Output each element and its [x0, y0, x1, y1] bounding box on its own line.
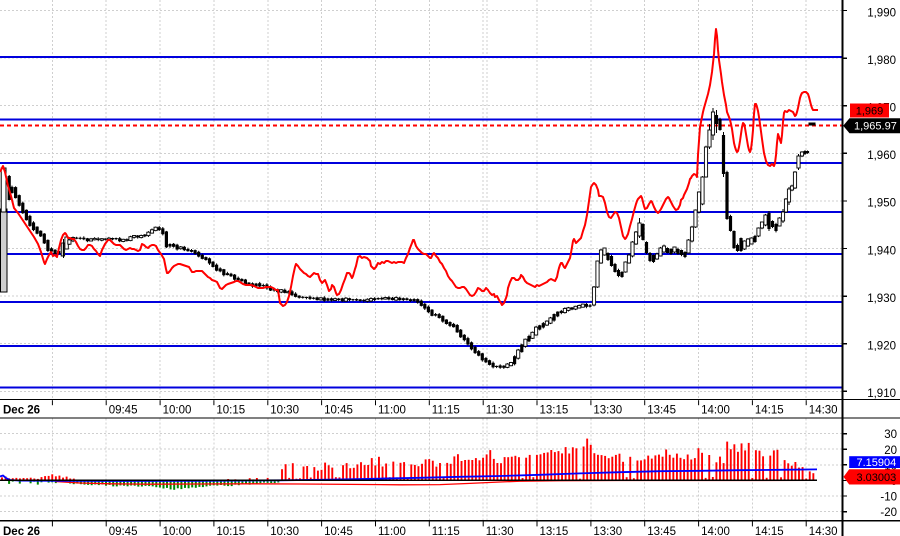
svg-text:10:45: 10:45	[324, 405, 353, 417]
svg-text:10:30: 10:30	[270, 405, 299, 417]
svg-text:11:30: 11:30	[486, 526, 514, 536]
svg-text:-20: -20	[880, 507, 897, 519]
svg-text:-10: -10	[880, 492, 897, 504]
svg-text:13:30: 13:30	[593, 405, 622, 417]
svg-text:1,969: 1,969	[856, 106, 884, 118]
svg-text:1,920: 1,920	[867, 341, 896, 353]
svg-text:10:30: 10:30	[270, 526, 299, 536]
svg-text:Dec 26: Dec 26	[3, 405, 40, 417]
svg-text:14:15: 14:15	[755, 405, 784, 417]
svg-text:11:30: 11:30	[486, 405, 514, 417]
svg-text:10:15: 10:15	[216, 405, 245, 417]
svg-text:1,980: 1,980	[867, 55, 896, 67]
svg-text:30: 30	[884, 429, 897, 441]
svg-text:13:15: 13:15	[540, 405, 569, 417]
svg-text:10:15: 10:15	[216, 526, 245, 536]
svg-text:14:30: 14:30	[809, 405, 838, 417]
svg-text:11:15: 11:15	[432, 526, 460, 536]
svg-text:14:15: 14:15	[755, 526, 784, 536]
svg-text:10:00: 10:00	[163, 526, 192, 536]
svg-text:11:00: 11:00	[378, 405, 406, 417]
svg-text:10:45: 10:45	[324, 526, 353, 536]
svg-text:09:45: 09:45	[109, 405, 138, 417]
svg-text:14:00: 14:00	[701, 526, 730, 536]
svg-text:Dec 26: Dec 26	[3, 526, 40, 536]
svg-text:13:30: 13:30	[593, 526, 622, 536]
svg-text:13:15: 13:15	[540, 526, 569, 536]
svg-text:1,950: 1,950	[867, 198, 896, 210]
svg-text:1,990: 1,990	[867, 7, 896, 19]
svg-text:1,960: 1,960	[867, 150, 896, 162]
svg-text:13:45: 13:45	[647, 405, 676, 417]
svg-text:10:00: 10:00	[163, 405, 192, 417]
svg-text:1,940: 1,940	[867, 245, 896, 257]
svg-text:3.03003: 3.03003	[857, 472, 897, 484]
svg-text:11:15: 11:15	[432, 405, 460, 417]
svg-text:09:45: 09:45	[109, 526, 138, 536]
svg-text:7.15904: 7.15904	[857, 457, 897, 469]
svg-text:1,965.97: 1,965.97	[854, 121, 897, 133]
svg-text:14:30: 14:30	[809, 526, 838, 536]
svg-text:14:00: 14:00	[701, 405, 730, 417]
svg-text:11:00: 11:00	[378, 526, 406, 536]
svg-text:1,910: 1,910	[867, 388, 896, 400]
svg-text:13:45: 13:45	[647, 526, 676, 536]
svg-text:1,930: 1,930	[867, 293, 896, 305]
svg-text:20: 20	[884, 445, 897, 457]
